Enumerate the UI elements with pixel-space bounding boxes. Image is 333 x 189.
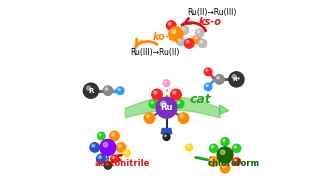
Circle shape	[117, 143, 126, 152]
Circle shape	[186, 40, 189, 43]
Circle shape	[198, 39, 206, 48]
Circle shape	[211, 159, 213, 161]
Circle shape	[83, 83, 99, 98]
Circle shape	[169, 27, 183, 41]
Circle shape	[221, 138, 229, 146]
Circle shape	[156, 97, 177, 118]
Text: R*: R*	[232, 77, 240, 82]
Circle shape	[112, 133, 115, 136]
Circle shape	[170, 89, 181, 100]
Circle shape	[200, 41, 202, 43]
Circle shape	[106, 163, 108, 165]
Polygon shape	[219, 105, 229, 114]
Circle shape	[187, 145, 189, 147]
Text: ko-s: ko-s	[152, 32, 175, 42]
Circle shape	[211, 146, 213, 148]
Circle shape	[215, 75, 224, 84]
Circle shape	[125, 151, 127, 153]
Circle shape	[99, 134, 101, 136]
Circle shape	[177, 101, 179, 104]
Circle shape	[186, 144, 192, 151]
Circle shape	[168, 22, 171, 25]
Circle shape	[105, 88, 108, 90]
Circle shape	[173, 91, 176, 94]
Circle shape	[103, 86, 113, 95]
Circle shape	[154, 91, 157, 94]
Text: R: R	[88, 88, 94, 94]
Circle shape	[178, 39, 180, 41]
Circle shape	[165, 135, 166, 137]
Circle shape	[144, 113, 155, 123]
Circle shape	[161, 101, 166, 107]
Circle shape	[90, 143, 100, 152]
Circle shape	[119, 144, 121, 147]
Circle shape	[223, 139, 225, 141]
Circle shape	[103, 143, 108, 147]
Circle shape	[87, 86, 91, 90]
Text: acetonitrile: acetonitrile	[95, 159, 150, 168]
Circle shape	[192, 36, 201, 44]
Circle shape	[234, 146, 236, 148]
Circle shape	[172, 29, 176, 33]
Circle shape	[118, 88, 120, 91]
Circle shape	[222, 165, 225, 168]
Circle shape	[165, 81, 166, 83]
Circle shape	[197, 30, 199, 33]
Circle shape	[233, 158, 240, 165]
Circle shape	[234, 159, 236, 161]
Circle shape	[220, 163, 230, 173]
Circle shape	[112, 156, 115, 159]
Circle shape	[204, 83, 212, 91]
Circle shape	[217, 76, 219, 79]
Circle shape	[217, 147, 233, 163]
Circle shape	[124, 150, 130, 156]
Circle shape	[180, 115, 183, 118]
Text: Ru(III)→Ru(II): Ru(III)→Ru(II)	[131, 48, 180, 57]
Circle shape	[229, 72, 244, 87]
Circle shape	[175, 100, 184, 108]
Circle shape	[100, 139, 116, 155]
Circle shape	[92, 144, 95, 147]
Circle shape	[149, 100, 158, 108]
Circle shape	[152, 89, 163, 100]
Circle shape	[220, 150, 225, 154]
Circle shape	[117, 87, 124, 94]
Circle shape	[209, 144, 218, 153]
Circle shape	[204, 68, 212, 76]
Text: Ru(II)→Ru(III): Ru(II)→Ru(III)	[187, 8, 237, 17]
Circle shape	[232, 144, 241, 153]
Circle shape	[163, 80, 170, 87]
Circle shape	[184, 39, 194, 48]
Circle shape	[182, 28, 184, 30]
Text: chloroform: chloroform	[208, 159, 260, 168]
Circle shape	[232, 75, 236, 79]
Circle shape	[176, 37, 185, 46]
Circle shape	[195, 29, 204, 37]
Circle shape	[206, 69, 208, 72]
Circle shape	[151, 101, 153, 104]
Circle shape	[147, 115, 150, 118]
Circle shape	[111, 155, 118, 163]
Text: cat: cat	[190, 93, 211, 106]
Circle shape	[206, 84, 208, 87]
Circle shape	[97, 154, 106, 164]
Circle shape	[194, 37, 197, 39]
Polygon shape	[161, 129, 172, 136]
Circle shape	[99, 156, 101, 159]
Circle shape	[110, 131, 119, 141]
Circle shape	[104, 162, 112, 169]
Circle shape	[98, 132, 105, 140]
Circle shape	[166, 21, 176, 30]
Circle shape	[180, 26, 188, 34]
Text: Ru: Ru	[160, 103, 173, 112]
Circle shape	[178, 113, 189, 123]
Text: ks-o: ks-o	[198, 17, 222, 27]
Circle shape	[209, 157, 218, 166]
Circle shape	[163, 134, 170, 140]
